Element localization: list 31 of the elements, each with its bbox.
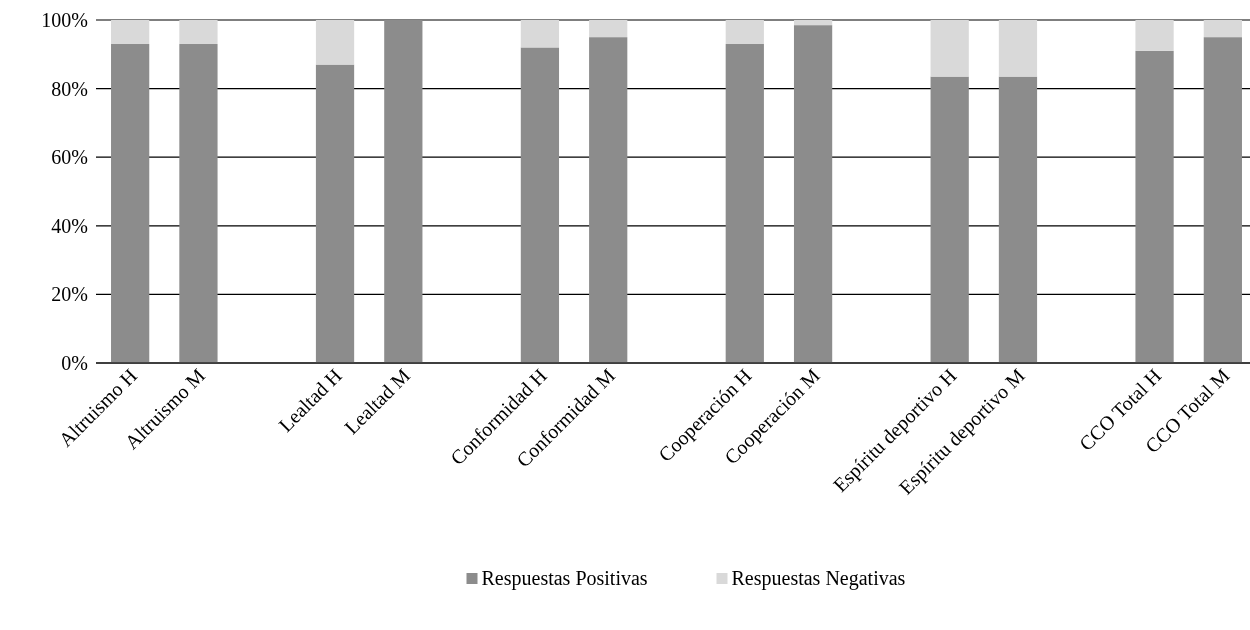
bar (1203, 20, 1242, 38)
bar (998, 20, 1038, 77)
bar (725, 44, 764, 363)
bar (520, 47, 560, 363)
y-tick-label: 100% (41, 9, 88, 31)
bar (384, 20, 423, 363)
y-tick-label: 20% (51, 283, 88, 306)
bar (179, 44, 218, 363)
bar (315, 64, 355, 363)
legend-label: Respuestas Negativas (731, 567, 906, 590)
bar (793, 25, 833, 363)
bar (1135, 20, 1174, 51)
bar (930, 20, 969, 77)
y-tick-label: 60% (51, 146, 88, 169)
bar (179, 20, 218, 45)
bar (930, 76, 969, 363)
bar (520, 20, 560, 48)
bar (1135, 50, 1174, 363)
legend-label: Respuestas Positivas (481, 567, 648, 590)
bar (725, 20, 764, 45)
bar (1203, 37, 1242, 363)
y-tick-label: 0% (61, 352, 88, 374)
bar (589, 37, 628, 363)
bar (315, 20, 355, 65)
bar (793, 20, 833, 26)
bar (589, 20, 628, 38)
y-tick-label: 80% (51, 77, 88, 100)
bar (111, 44, 150, 363)
bar (111, 20, 150, 45)
y-tick-label: 40% (51, 214, 88, 237)
bar (998, 76, 1038, 363)
